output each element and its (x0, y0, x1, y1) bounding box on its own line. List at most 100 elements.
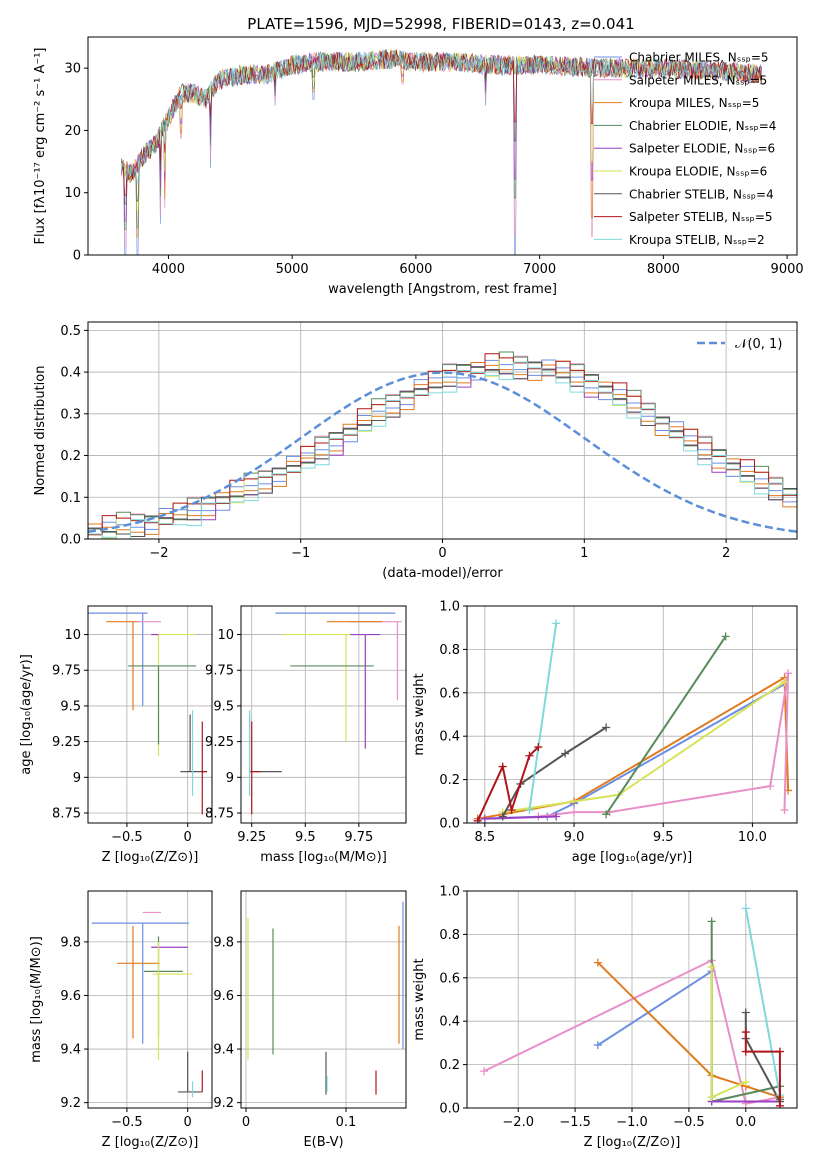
panel-4: 9.25 9.5 9.75 8.75 9 9.25 9.5 9.75 10 mass [log₁₀… (205, 605, 407, 865)
y-axis-label: Flux [fλ10⁻¹⁷ erg cm⁻² s⁻¹ A⁻¹] (33, 48, 48, 245)
x-tick-label: 2 (722, 546, 730, 561)
spectrum-line-kroupa-stelib (121, 49, 757, 185)
x-tick-label: 10.0 (738, 830, 767, 845)
weight-marker-salpeter-miles (784, 669, 793, 678)
y-tick-label: 0.4 (60, 366, 81, 381)
plot-area (473, 619, 793, 823)
x-tick-label: 5000 (276, 262, 309, 277)
weight-marker-salpeter-miles (570, 808, 579, 817)
weight-marker-chabrier-stelib (561, 749, 570, 758)
y-tick-label: 1.0 (439, 885, 460, 900)
x-tick-label: −1.0 (616, 1115, 648, 1130)
x-tick-label: −0.5 (111, 830, 143, 845)
y-tick-label: 0.4 (439, 730, 460, 745)
x-axis-label: E(B-V) (303, 1135, 343, 1150)
y-axis-label: mass weight (412, 958, 427, 1040)
plot-area (247, 901, 404, 1095)
weight-marker-salpeter-elodie (552, 812, 561, 821)
y-tick-label: 9 (226, 771, 234, 786)
panel-3: −0.5 0 8.75 9 9.25 9.5 9.75 10 Z [log₁₀(Z/Z⊙)] ag… (19, 605, 213, 865)
y-tick-label: 9.25 (205, 735, 234, 750)
y-tick-label: 9.4 (60, 1043, 81, 1058)
y-tick-label: 10 (217, 628, 234, 643)
weight-marker-chabrier-miles (593, 1041, 602, 1050)
y-tick-label: 0.0 (60, 533, 81, 548)
y-tick-label: 0.3 (60, 407, 81, 422)
histogram-salpeter-stelib (88, 353, 797, 536)
y-tick-label: 0.0 (439, 1102, 460, 1117)
weight-marker-kroupa-stelib (741, 904, 750, 913)
weight-marker-kroupa-elodie (741, 1077, 750, 1086)
weight-marker-salpeter-stelib (534, 743, 543, 752)
y-tick-label: 9 (73, 771, 81, 786)
weight-marker-chabrier-stelib (741, 1008, 750, 1017)
figure-title: PLATE=1596, MJD=52998, FIBERID=0143, z=0… (247, 15, 634, 33)
y-tick-label: 0.6 (439, 686, 460, 701)
x-tick-label: 0 (438, 546, 446, 561)
weight-line-salpeter-elodie (484, 815, 557, 820)
weight-marker-chabrier-stelib (602, 723, 611, 732)
x-tick-label: 8.5 (474, 830, 495, 845)
weight-marker-salpeter-stelib (525, 751, 534, 760)
x-axis-label: Z [log₁₀(Z/Z⊙)] (102, 850, 199, 865)
y-tick-label: 0.6 (439, 971, 460, 986)
weight-line-salpeter-miles (538, 673, 790, 818)
legend-label-chabrier-stelib: Chabrier STELIB, Nₛₛₚ=4 (629, 187, 774, 201)
y-tick-label: 10 (64, 628, 81, 643)
weight-marker-salpeter-miles (766, 782, 775, 791)
weight-line-kroupa-stelib (528, 623, 558, 811)
panel-5: 8.5 9.0 9.5 10.0 0.0 0.2 0.4 0.6 0.8 1.0 age [log₁… (412, 600, 798, 865)
weight-marker-chabrier-elodie (602, 810, 611, 819)
y-tick-label: 0.5 (60, 324, 81, 339)
x-tick-label: 9.0 (564, 830, 585, 845)
x-tick-label: 9.75 (344, 830, 373, 845)
weight-line-salpeter-miles (483, 958, 781, 1105)
weight-line-chabrier-elodie (605, 635, 727, 815)
axes-frame (87, 36, 798, 256)
y-tick-label: 1.0 (439, 600, 460, 615)
weight-marker-salpeter-miles (480, 1067, 489, 1076)
y-tick-label: 20 (64, 124, 81, 139)
weight-marker-salpeter-stelib (498, 762, 507, 771)
x-tick-label: 9.5 (653, 830, 674, 845)
axes-frame (87, 890, 213, 1109)
legend-label-salpeter-miles: Salpeter MILES, Nₛₛₚ=5 (629, 73, 767, 87)
y-tick-label: 0.2 (439, 1058, 460, 1073)
x-tick-label: −2.0 (502, 1115, 534, 1130)
x-tick-label: 1 (580, 546, 588, 561)
weight-line-kroupa-stelib (744, 908, 781, 1096)
plot-area (91, 911, 203, 1098)
legend-label-kroupa-stelib: Kroupa STELIB, Nₛₛₚ=2 (629, 233, 765, 247)
y-axis-label: Normed distribution (33, 366, 48, 496)
y-tick-label: 8.75 (205, 807, 234, 822)
legend-label-normal: 𝒩(0, 1) (735, 337, 782, 352)
x-axis-label: Z [log₁₀(Z/Z⊙)] (584, 1135, 681, 1150)
axes-frame (87, 605, 213, 824)
normal-curve (88, 371, 797, 533)
x-axis-label: mass [log₁₀(M/M⊙)] (260, 850, 387, 865)
weight-line-chabrier-miles (597, 969, 713, 1098)
plot-area (248, 612, 402, 815)
legend-label-kroupa-miles: Kroupa MILES, Nₛₛₚ=5 (629, 96, 759, 110)
y-tick-label: 0.0 (439, 817, 460, 832)
weight-marker-kroupa-stelib (525, 805, 534, 814)
weight-marker-kroupa-stelib (552, 619, 561, 628)
weight-line-kroupa-miles (597, 961, 781, 1099)
y-tick-label: 9.5 (60, 699, 81, 714)
y-tick-label: 9.4 (213, 1043, 234, 1058)
x-axis-label: age [log₁₀(age/yr)] (572, 850, 693, 865)
legend-label-salpeter-stelib: Salpeter STELIB, Nₛₛₚ=5 (629, 210, 773, 224)
legend-label-chabrier-miles: Chabrier MILES, Nₛₛₚ=5 (629, 51, 769, 65)
x-tick-label: 0.1 (336, 1115, 357, 1130)
weight-marker-kroupa-elodie (707, 962, 716, 971)
y-tick-label: 9.6 (60, 989, 81, 1004)
x-tick-label: 9000 (771, 262, 804, 277)
x-axis-label: wavelength [Angstrom, rest frame] (328, 282, 557, 297)
legend-label-salpeter-elodie: Salpeter ELODIE, Nₛₛₚ=6 (629, 142, 775, 156)
plot-area (121, 49, 763, 255)
axes-frame (240, 605, 407, 824)
x-tick-label: 7000 (523, 262, 556, 277)
legend-label-kroupa-elodie: Kroupa ELODIE, Nₛₛₚ=6 (629, 165, 767, 179)
spectrum-line-salpeter-stelib (121, 49, 763, 197)
